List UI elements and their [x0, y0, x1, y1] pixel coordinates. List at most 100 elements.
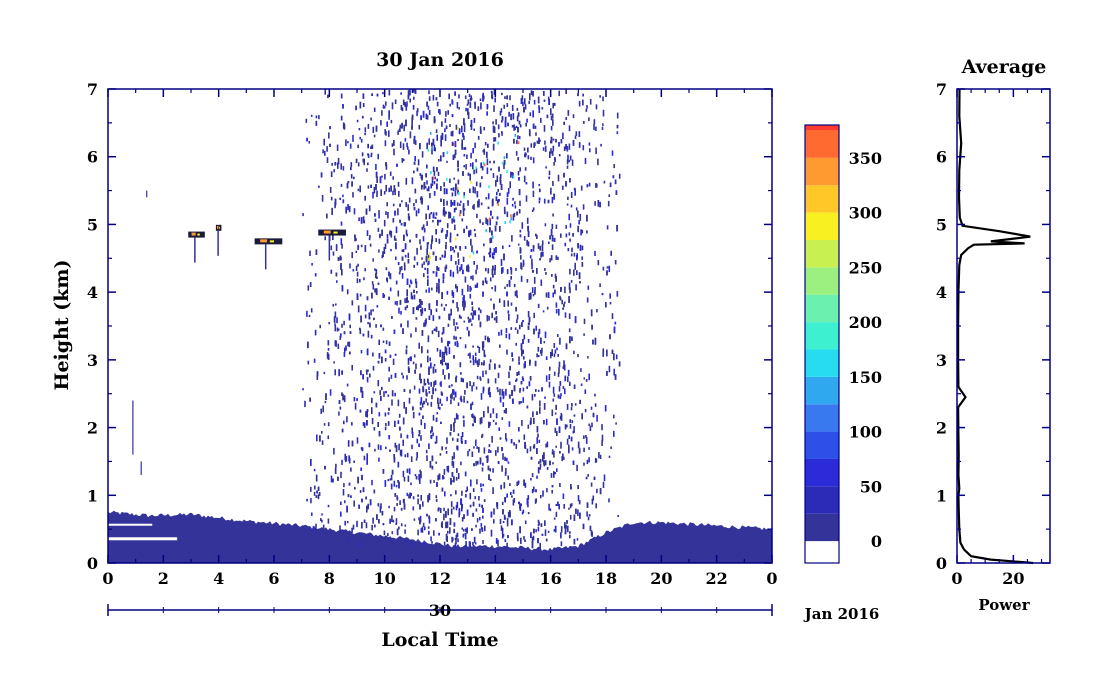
noise-speckle — [390, 374, 393, 379]
noise-speckle — [494, 285, 497, 292]
noise-speckle — [435, 499, 438, 502]
noise-speckle — [538, 521, 540, 526]
noise-speckle — [573, 350, 575, 355]
noise-speckle — [378, 519, 380, 524]
noise-speckle — [510, 217, 512, 221]
noise-speckle — [364, 304, 367, 312]
noise-speckle — [345, 456, 348, 461]
noise-speckle — [379, 176, 382, 184]
noise-speckle — [456, 445, 458, 450]
noise-speckle — [407, 146, 409, 150]
noise-speckle — [366, 230, 369, 236]
noise-speckle — [461, 125, 463, 133]
noise-speckle — [585, 108, 588, 112]
noise-speckle — [368, 205, 371, 212]
noise-speckle — [398, 272, 401, 275]
noise-speckle — [489, 277, 492, 282]
noise-speckle — [440, 303, 443, 307]
noise-speckle — [449, 178, 451, 184]
noise-speckle — [558, 504, 560, 510]
noise-speckle — [485, 217, 487, 224]
noise-speckle — [419, 143, 421, 150]
noise-speckle — [343, 352, 346, 357]
noise-speckle — [391, 143, 394, 147]
noise-speckle — [426, 164, 428, 169]
noise-speckle — [497, 141, 499, 145]
noise-speckle — [527, 424, 530, 429]
noise-speckle — [586, 511, 588, 517]
noise-speckle — [562, 493, 565, 499]
noise-speckle — [337, 162, 339, 169]
noise-speckle — [381, 356, 383, 364]
noise-speckle — [360, 467, 362, 471]
noise-speckle — [588, 117, 590, 122]
noise-speckle — [583, 318, 586, 325]
noise-speckle — [462, 205, 465, 211]
noise-speckle — [366, 296, 369, 301]
noise-speckle — [482, 150, 485, 153]
noise-speckle — [394, 301, 397, 305]
noise-speckle — [480, 523, 483, 527]
noise-speckle — [520, 381, 523, 385]
noise-speckle — [375, 288, 378, 294]
noise-speckle — [441, 228, 444, 232]
noise-speckle — [493, 126, 496, 133]
noise-speckle — [462, 301, 464, 307]
noise-speckle — [593, 123, 595, 131]
noise-speckle — [439, 111, 441, 114]
noise-speckle — [566, 438, 569, 445]
noise-speckle — [577, 441, 580, 449]
noise-speckle — [429, 461, 432, 468]
noise-speckle — [476, 264, 478, 270]
noise-speckle — [597, 260, 600, 266]
noise-speckle — [461, 517, 464, 522]
noise-speckle — [489, 392, 491, 398]
noise-speckle — [462, 415, 465, 419]
noise-speckle — [316, 434, 318, 442]
noise-speckle — [555, 224, 558, 229]
noise-speckle — [354, 234, 356, 238]
noise-speckle — [564, 376, 566, 382]
noise-speckle — [510, 214, 512, 218]
noise-speckle — [509, 95, 511, 101]
noise-speckle — [435, 417, 438, 422]
noise-speckle — [453, 528, 455, 534]
noise-speckle — [389, 171, 392, 176]
colorbar-block — [805, 185, 839, 213]
noise-speckle — [504, 497, 506, 502]
noise-speckle — [513, 442, 515, 446]
noise-speckle — [523, 536, 525, 540]
noise-speckle — [547, 96, 550, 101]
main-y-axis-label: Height (km) — [51, 260, 73, 391]
noise-speckle — [393, 456, 396, 463]
noise-speckle — [392, 176, 394, 180]
noise-speckle — [495, 196, 498, 201]
noise-speckle — [412, 411, 415, 419]
noise-speckle — [405, 177, 408, 185]
noise-speckle — [436, 178, 438, 182]
noise-speckle — [363, 455, 366, 461]
noise-speckle — [522, 509, 525, 513]
noise-speckle — [399, 299, 402, 305]
noise-speckle — [383, 106, 386, 109]
noise-speckle — [437, 267, 440, 271]
noise-speckle — [369, 322, 371, 328]
noise-speckle — [437, 171, 440, 176]
noise-speckle — [433, 364, 436, 367]
noise-speckle — [411, 177, 414, 185]
noise-speckle — [470, 152, 472, 159]
noise-speckle — [408, 197, 411, 203]
noise-speckle — [490, 90, 493, 93]
noise-speckle — [447, 508, 449, 516]
noise-speckle — [314, 329, 317, 336]
noise-speckle — [422, 522, 425, 527]
noise-speckle — [428, 315, 431, 320]
noise-speckle — [306, 137, 308, 142]
noise-speckle — [355, 158, 358, 163]
noise-speckle — [362, 487, 365, 493]
noise-speckle — [444, 134, 447, 141]
noise-speckle — [453, 177, 455, 180]
noise-speckle — [530, 417, 532, 424]
noise-speckle — [576, 270, 578, 275]
